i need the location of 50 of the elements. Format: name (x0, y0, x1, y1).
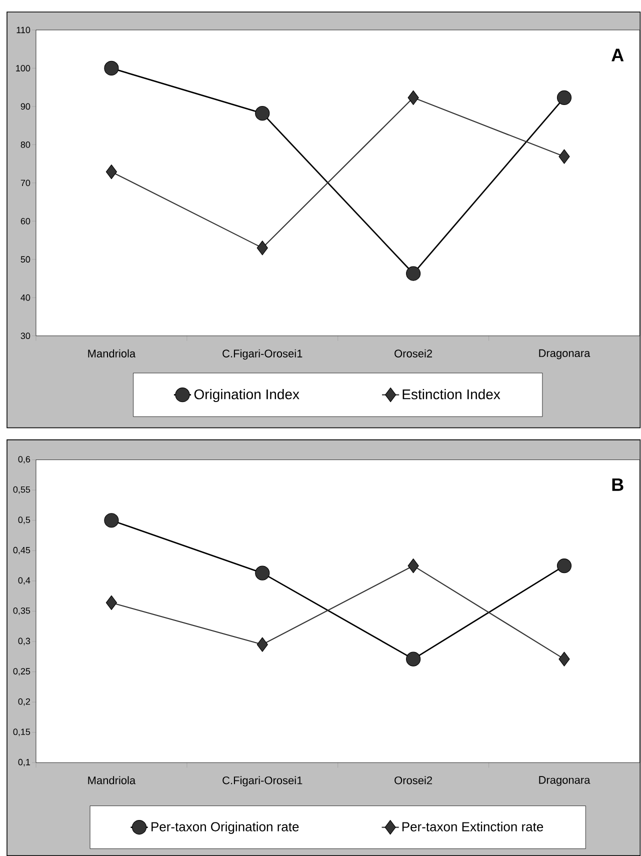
legend-label: Per-taxon Extinction rate (402, 822, 544, 832)
point (557, 90, 572, 105)
x-tick-label: Dragonara (539, 349, 590, 360)
y-tick-label: 110 (16, 26, 30, 34)
point (558, 149, 570, 164)
legend-label: Per-taxon Origination rate (152, 822, 299, 834)
point (104, 60, 119, 76)
y-tick-label: 0,25 (13, 668, 30, 676)
y-tick-label: 0,15 (13, 728, 30, 736)
y-tick-label: 0,35 (13, 607, 30, 615)
x-tick-label: Mandriola (88, 349, 136, 358)
y-tick-label: 0,2 (18, 698, 30, 706)
x-tick-label: C.Figari-Orosei1 (222, 776, 302, 786)
point (106, 595, 118, 610)
point (255, 106, 270, 121)
y-tick-label: 0,45 (13, 546, 30, 554)
point (256, 240, 268, 256)
legend-label: Origination Index (194, 389, 300, 402)
point (408, 90, 419, 105)
point (557, 558, 572, 574)
y-tick-label: 80 (20, 141, 30, 148)
point (558, 652, 570, 666)
y-tick-label: 70 (21, 180, 30, 186)
legend-label: Estinction Index (402, 389, 500, 400)
point (106, 164, 118, 180)
point (255, 566, 270, 580)
y-tick-label: 60 (21, 218, 30, 224)
y-tick-label: 0,5 (18, 516, 30, 524)
y-tick-label: 0,3 (18, 638, 30, 646)
y-tick-label: 0,1 (18, 758, 30, 766)
annotation: B (612, 478, 624, 491)
y-tick-label: 0,4 (18, 577, 30, 585)
y-tick-label: 0,55 (13, 486, 30, 494)
y-tick-label: 0,6 (18, 456, 30, 464)
y-tick-label: 50 (20, 256, 30, 263)
point (408, 558, 419, 574)
point (104, 513, 119, 528)
x-tick-label: Mandriola (88, 776, 136, 784)
y-tick-label: 100 (16, 65, 30, 72)
x-tick-label: Orosei2 (394, 776, 432, 784)
y-tick-label: 40 (20, 294, 30, 301)
annotation: A (612, 48, 624, 62)
x-tick-label: Orosei2 (394, 349, 432, 358)
point (406, 266, 421, 281)
y-tick-label: 90 (21, 103, 30, 110)
x-tick-label: Dragonara (539, 776, 590, 786)
point (406, 652, 421, 666)
x-tick-label: C.Figari-Orosei1 (222, 349, 302, 360)
y-tick-label: 30 (20, 332, 30, 340)
point (256, 637, 268, 652)
